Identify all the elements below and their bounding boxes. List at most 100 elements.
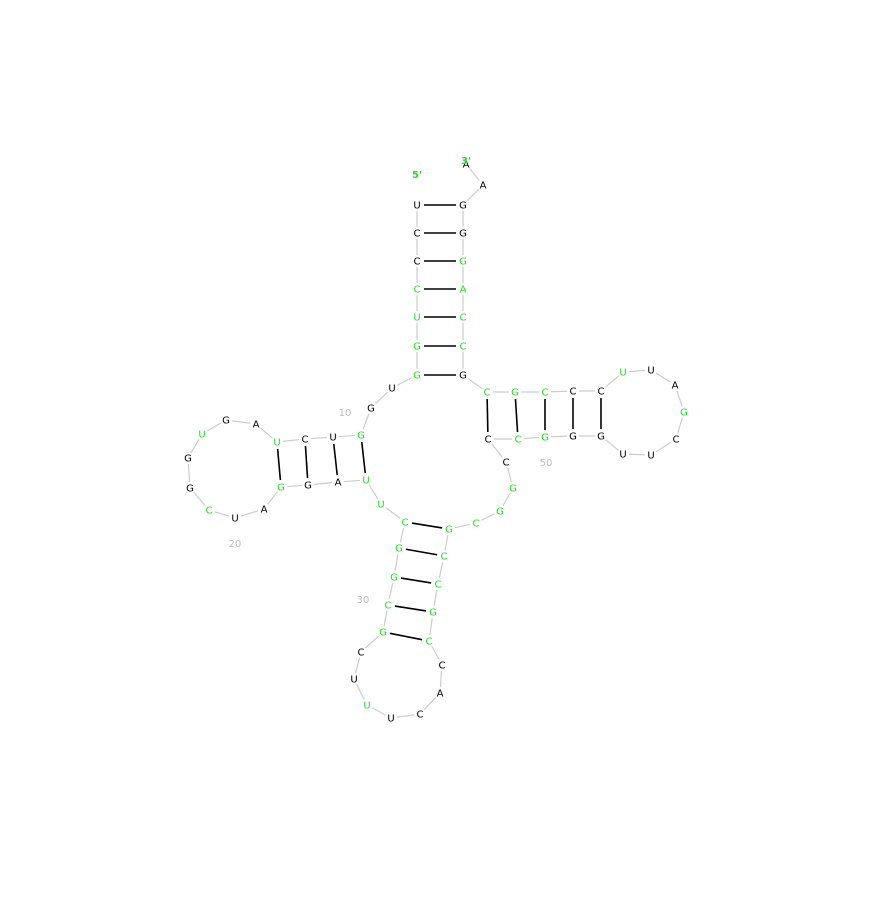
index-label-10: 10 — [339, 408, 352, 419]
nucleotide: G — [367, 404, 375, 415]
nucleotide: G — [511, 388, 519, 399]
nucleotide: U — [329, 433, 336, 444]
nucleotide: U — [231, 514, 238, 525]
nucleotide: C — [460, 342, 467, 353]
nucleotide: G — [395, 544, 403, 555]
backbone-segment — [628, 369, 646, 373]
backbone-segment — [240, 510, 259, 517]
backbone-segment — [605, 439, 619, 451]
backbone-segment — [469, 168, 480, 181]
nucleotide: G — [390, 573, 398, 584]
backbone-segment — [439, 670, 443, 688]
nucleotide: C — [358, 648, 365, 659]
backbone-segment — [365, 635, 379, 649]
nucleotide: G — [459, 229, 467, 240]
backbone-segment — [206, 422, 222, 432]
nucleotide-layer: U C C C U G G U G G U C U A G U G G C U A G G A U U C G G C G C U U U C A C C G… — [184, 160, 688, 725]
backbone-segment — [190, 438, 200, 454]
nucleotide: A — [335, 478, 342, 489]
nucleotide: U — [647, 366, 654, 377]
backbone-segment — [338, 434, 356, 438]
backbone-segment — [423, 696, 437, 711]
base-pair-bond — [405, 548, 438, 556]
nucleotide: C — [302, 435, 309, 446]
backbone-segment — [481, 513, 495, 521]
nucleotide: G — [186, 484, 194, 495]
base-pair-bond — [411, 522, 443, 529]
backbone-segment — [313, 481, 333, 486]
nucleotide: C — [473, 519, 480, 530]
nucleotide: G — [459, 371, 467, 382]
backbone-segment — [502, 492, 511, 507]
nucleotide: C — [435, 580, 442, 591]
nucleotide: G — [445, 525, 453, 536]
nucleotide: G — [541, 433, 549, 444]
nucleotide: C — [485, 435, 492, 446]
nucleotide: G — [459, 257, 467, 268]
nucleotide: A — [253, 420, 260, 431]
nucleotide: C — [460, 313, 467, 324]
nucleotide: U — [350, 675, 357, 686]
nucleotide: C — [414, 285, 421, 296]
backbone-segment — [383, 610, 388, 627]
base-pair-bond — [389, 632, 423, 641]
nucleotide: U — [413, 313, 420, 324]
backbone-segment — [431, 645, 440, 661]
nucleotide: G — [413, 371, 421, 382]
nucleotide: U — [413, 201, 420, 212]
nucleotide: A — [437, 689, 444, 700]
backbone-segment — [605, 375, 619, 388]
index-label-30: 30 — [357, 595, 370, 606]
nucleotide: U — [647, 451, 654, 462]
nucleotide: C — [206, 506, 213, 517]
nucleotide: A — [460, 285, 467, 296]
five-prime-label: 5' — [412, 170, 422, 181]
nucleotide: A — [672, 381, 679, 392]
nucleotide: G — [509, 484, 517, 495]
backbone-segment — [394, 553, 399, 572]
backbone-segment — [438, 561, 444, 579]
backbone-segment — [466, 188, 480, 202]
nucleotide: G — [429, 608, 437, 619]
backbone-segment — [454, 523, 471, 529]
nucleotide: G — [459, 201, 467, 212]
nucleotide: U — [388, 384, 395, 395]
three-prime-label: 3' — [461, 156, 471, 167]
backbone-segment — [655, 441, 672, 453]
backbone-segment — [467, 377, 483, 390]
nucleotide: C — [503, 458, 510, 469]
nucleotide: A — [261, 505, 268, 516]
backbone-segment — [676, 390, 683, 407]
base-pair-layer — [276, 204, 602, 641]
base-pair-bond — [360, 441, 367, 474]
nucleotide: U — [377, 500, 384, 511]
backbone-segment — [550, 435, 568, 438]
nucleotide: C — [570, 387, 577, 398]
backbone-segment — [362, 413, 370, 430]
backbone-segment — [343, 479, 361, 483]
backbone-segment — [506, 467, 513, 483]
backbone-segment — [655, 372, 671, 383]
base-pair-bond — [332, 443, 339, 476]
backbone-segment — [286, 484, 303, 488]
nucleotide: C — [385, 601, 392, 612]
backbone-segment — [193, 492, 206, 506]
nucleotide: U — [619, 450, 626, 461]
index-label-50: 50 — [540, 458, 553, 469]
nucleotide: C — [542, 388, 549, 399]
nucleotide: G — [496, 507, 504, 518]
nucleotide: C — [414, 229, 421, 240]
backbone-segment — [214, 511, 230, 517]
backbone-segment — [310, 436, 328, 440]
backbone-segment — [368, 484, 379, 500]
backbone-segment — [677, 417, 683, 434]
nucleotide: U — [362, 476, 369, 487]
backbone-segment — [385, 507, 401, 519]
nucleotide: C — [414, 257, 421, 268]
nucleotide: G — [184, 454, 192, 465]
backbone-segment — [550, 390, 568, 393]
nucleotide: U — [273, 438, 280, 449]
nucleotide: C — [426, 637, 433, 648]
backbone-segment — [374, 391, 389, 405]
